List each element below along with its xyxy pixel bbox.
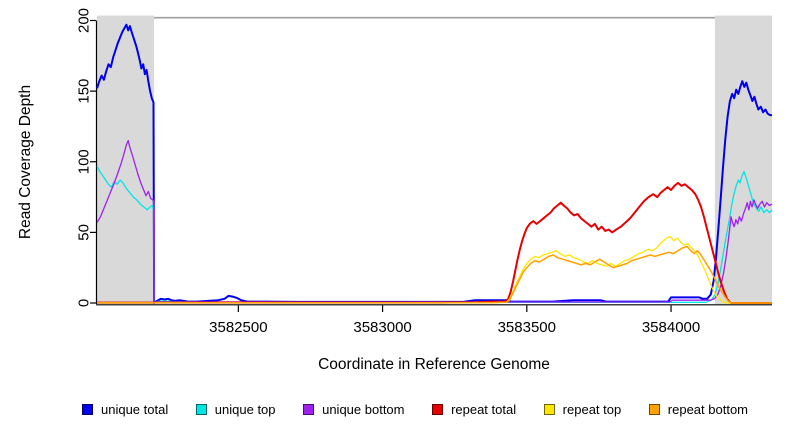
legend-label-unique-top: unique top bbox=[214, 401, 276, 417]
y-axis-tick-labels: 0 50 100 150 200 bbox=[75, 8, 92, 307]
y-tick-label: 0 bbox=[75, 299, 92, 307]
legend-swatch-unique-total-icon bbox=[82, 403, 93, 415]
shaded-regions bbox=[97, 15, 772, 305]
y-tick-label: 50 bbox=[75, 224, 92, 241]
legend-item-unique-top: unique top bbox=[195, 401, 276, 417]
x-axis-title: Coordinate in Reference Genome bbox=[318, 356, 550, 373]
series-lines bbox=[96, 23, 773, 304]
legend-item-repeat-total: repeat total bbox=[432, 402, 516, 417]
y-tick-label: 100 bbox=[75, 149, 92, 174]
legend-swatch-unique-bottom-icon bbox=[303, 403, 315, 415]
series-line-repeat-total bbox=[97, 181, 772, 304]
legend: unique total unique top unique bottom repea… bbox=[82, 398, 748, 420]
axes bbox=[90, 19, 772, 312]
legend-swatch-unique-top-icon bbox=[195, 403, 207, 415]
x-tick-label: 3582500 bbox=[209, 319, 267, 336]
series-line-repeat-bottom bbox=[97, 245, 772, 304]
legend-label-repeat-bottom: repeat bottom bbox=[667, 401, 748, 417]
y-axis-title: Read Coverage Depth bbox=[17, 85, 34, 239]
legend-item-repeat-bottom: repeat bottom bbox=[648, 401, 748, 417]
series-line-repeat-top bbox=[97, 235, 772, 304]
legend-label-unique-bottom: unique bottom bbox=[322, 401, 405, 417]
series-line-unique-top bbox=[96, 165, 773, 304]
x-axis-tick-labels: 3582500 3583000 3583500 3584000 bbox=[209, 319, 700, 336]
shaded-region-left bbox=[97, 15, 155, 305]
x-tick-label: 3583500 bbox=[498, 319, 556, 336]
legend-label-repeat-top: repeat top bbox=[562, 401, 622, 417]
plot-area: 3582500 3583000 3583500 3584000 0 50 100 150 20… bbox=[17, 8, 773, 373]
y-tick-label: 200 bbox=[75, 8, 92, 33]
legend-item-unique-bottom: unique bottom bbox=[303, 401, 405, 417]
x-tick-label: 3583000 bbox=[353, 319, 411, 336]
x-tick-label: 3584000 bbox=[642, 319, 700, 336]
legend-swatch-repeat-top-icon bbox=[543, 403, 555, 415]
legend-item-repeat-top: repeat top bbox=[543, 401, 622, 417]
legend-swatch-repeat-bottom-icon bbox=[648, 403, 660, 415]
legend-label-repeat-total: repeat total bbox=[451, 401, 517, 417]
series-line-unique-bottom bbox=[96, 139, 773, 304]
y-tick-label: 150 bbox=[75, 79, 92, 104]
legend-label-unique-total: unique total bbox=[101, 401, 169, 417]
legend-item-unique-total: unique total bbox=[82, 402, 168, 417]
series-line-unique-total bbox=[96, 23, 772, 304]
legend-swatch-repeat-total-icon bbox=[432, 403, 444, 415]
